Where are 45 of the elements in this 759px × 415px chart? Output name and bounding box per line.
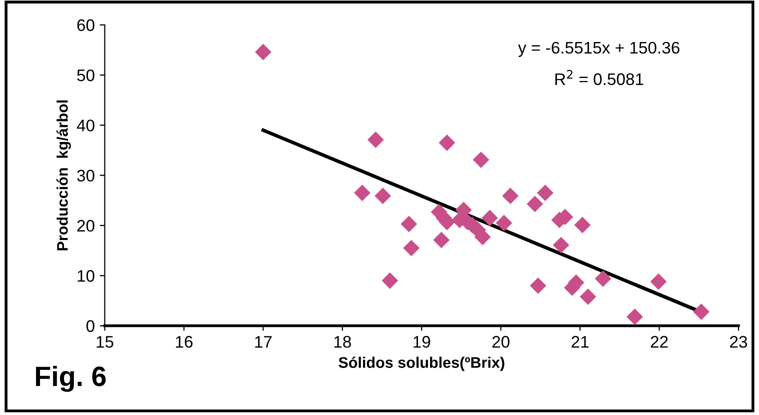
y-axis-title: Producción kg/árbol <box>56 100 71 250</box>
point <box>594 270 612 287</box>
x-tick-label: 19 <box>414 336 430 348</box>
point <box>650 273 667 290</box>
x-tick-label: 15 <box>96 336 114 348</box>
x-tick-label: 23 <box>730 336 748 348</box>
point <box>482 210 498 226</box>
x-tick-label: 18 <box>334 336 351 348</box>
point <box>502 188 519 204</box>
point <box>526 196 544 212</box>
y-tick-label: 60 <box>77 19 94 32</box>
point <box>367 132 384 148</box>
y-tick-label: 0 <box>86 320 94 332</box>
point <box>433 232 450 248</box>
x-tick-label: 21 <box>572 336 589 348</box>
y-tick-label: 50 <box>77 69 94 82</box>
caption: Fig. 6 <box>36 366 106 392</box>
point <box>472 152 490 168</box>
x-tick-label: 22 <box>650 336 668 348</box>
y-tick-label: 30 <box>77 170 94 182</box>
annotation: R$^{2}$ = 0.5081 <box>555 70 644 86</box>
y-tick-label: 20 <box>77 220 94 232</box>
point <box>552 236 570 254</box>
point <box>574 216 591 234</box>
point <box>530 277 546 294</box>
y-tick-label: 10 <box>78 270 94 282</box>
point <box>438 134 456 151</box>
point <box>455 202 472 218</box>
point <box>496 214 512 232</box>
point <box>254 44 272 60</box>
y-tick-label: 40 <box>76 120 94 132</box>
point <box>693 304 710 320</box>
annotation: y = -6.5515x + 150.36 <box>518 42 680 57</box>
point <box>382 272 398 289</box>
point <box>403 240 420 256</box>
x-tick-label: 17 <box>255 336 272 348</box>
point <box>374 188 392 204</box>
point <box>626 308 643 325</box>
point <box>536 184 554 202</box>
point <box>354 184 370 202</box>
x-tick-label: 16 <box>176 336 192 348</box>
point <box>400 216 418 232</box>
point <box>580 288 596 305</box>
x-tick-label: 20 <box>492 336 510 348</box>
x-axis-title: Sólidos solubles(ºBrix) <box>338 356 504 371</box>
